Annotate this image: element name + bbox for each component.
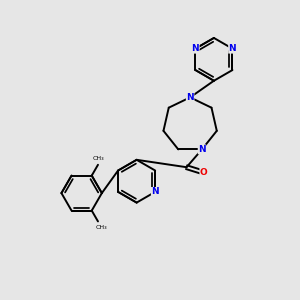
Text: CH₃: CH₃: [92, 156, 104, 161]
Text: CH₃: CH₃: [95, 225, 107, 230]
Text: N: N: [151, 188, 159, 196]
Text: N: N: [192, 44, 199, 53]
Text: N: N: [198, 145, 206, 154]
Text: N: N: [229, 44, 236, 53]
Text: N: N: [186, 93, 194, 102]
Text: O: O: [200, 168, 208, 177]
